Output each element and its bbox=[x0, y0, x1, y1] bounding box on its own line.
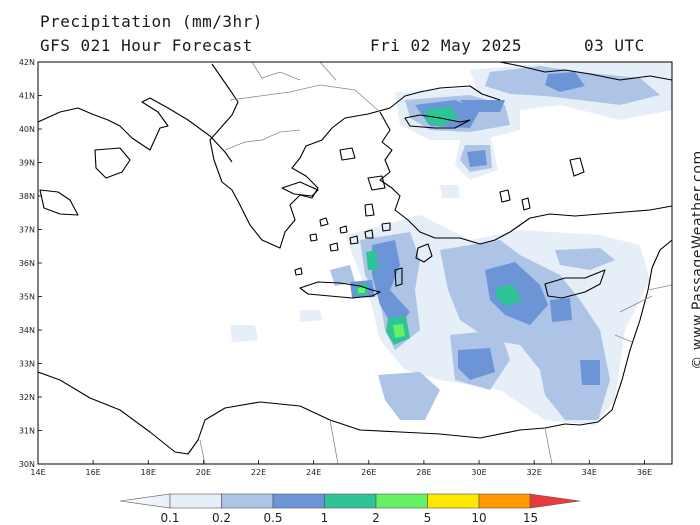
lat-label-36N: 36N bbox=[19, 259, 35, 268]
colorbar-segment bbox=[169, 493, 222, 509]
lat-label-33N: 33N bbox=[19, 360, 35, 369]
lat-label-37N: 37N bbox=[19, 226, 35, 235]
precip-level-2 bbox=[358, 287, 405, 338]
lat-label-32N: 32N bbox=[19, 393, 35, 402]
lat-label-34N: 34N bbox=[19, 326, 35, 335]
lon-label-18E: 18E bbox=[141, 468, 156, 477]
coastlines bbox=[38, 62, 672, 455]
lon-label-20E: 20E bbox=[196, 468, 211, 477]
colorbar-label-1: 1 bbox=[321, 511, 329, 525]
lon-label-32E: 32E bbox=[527, 468, 542, 477]
colorbar-segment bbox=[221, 493, 274, 509]
lon-label-34E: 34E bbox=[582, 468, 597, 477]
lat-label-38N: 38N bbox=[19, 192, 35, 201]
lat-label-39N: 39N bbox=[19, 159, 35, 168]
longitude-axis: 14E 16E 18E 20E 22E 24E 26E 28E 30E 32E 34E 36E bbox=[30, 460, 652, 477]
lat-label-40N: 40N bbox=[19, 125, 35, 134]
lon-label-24E: 24E bbox=[306, 468, 321, 477]
precip-level-0.5 bbox=[350, 72, 600, 385]
lon-label-26E: 26E bbox=[361, 468, 376, 477]
lon-label-16E: 16E bbox=[86, 468, 101, 477]
colorbar-label-0.2: 0.2 bbox=[212, 511, 231, 525]
forecast-time: 03 UTC bbox=[584, 36, 645, 55]
lat-label-31N: 31N bbox=[19, 427, 35, 436]
lon-label-30E: 30E bbox=[471, 468, 486, 477]
colorbar-segment bbox=[427, 493, 480, 509]
colorbar: 0.1 0.2 0.5 1 2 5 10 15 bbox=[119, 493, 581, 525]
latitude-axis: 42N 41N 40N 39N 38N 37N 36N 35N 34N 33N 32N 31N 30N bbox=[19, 58, 42, 469]
lon-label-14E: 14E bbox=[30, 468, 45, 477]
lat-label-35N: 35N bbox=[19, 293, 35, 302]
map-title: Precipitation (mm/3hr) bbox=[40, 12, 263, 31]
lat-label-30N: 30N bbox=[19, 460, 35, 469]
forecast-subtitle: GFS 021 Hour Forecast bbox=[40, 36, 253, 55]
colorbar-label-15: 15 bbox=[523, 511, 538, 525]
colorbar-label-0.1: 0.1 bbox=[160, 511, 179, 525]
colorbar-segment bbox=[324, 493, 377, 509]
country-borders bbox=[199, 62, 672, 464]
lon-label-36E: 36E bbox=[637, 468, 652, 477]
forecast-date: Fri 02 May 2025 bbox=[370, 36, 522, 55]
colorbar-label-5: 5 bbox=[424, 511, 432, 525]
colorbar-label-10: 10 bbox=[471, 511, 486, 525]
colorbar-label-2: 2 bbox=[372, 511, 380, 525]
lon-label-22E: 22E bbox=[251, 468, 266, 477]
colorbar-segment bbox=[272, 493, 325, 509]
lat-label-41N: 41N bbox=[19, 92, 35, 101]
colorbar-label-0.5: 0.5 bbox=[263, 511, 282, 525]
colorbar-upper-tail bbox=[529, 493, 581, 509]
colorbar-segment bbox=[375, 493, 428, 509]
lat-label-42N: 42N bbox=[19, 58, 35, 67]
colorbar-segment bbox=[478, 493, 531, 509]
colorbar-lower-tail bbox=[119, 493, 171, 509]
lon-label-28E: 28E bbox=[416, 468, 431, 477]
